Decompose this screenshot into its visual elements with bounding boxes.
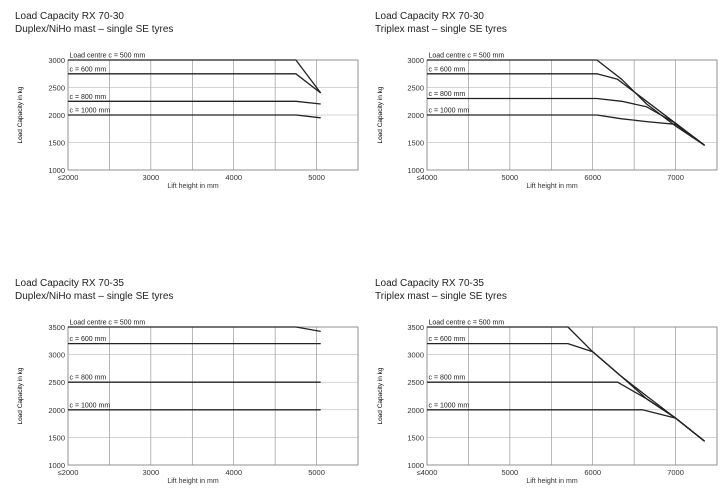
chart-title: Load Capacity RX 70-35: [375, 278, 484, 289]
y-tick-label: 3500: [48, 323, 65, 332]
x-tick-label: 4000: [225, 468, 242, 477]
series-line: [427, 97, 705, 146]
y-tick-label: 2000: [48, 406, 65, 415]
x-tick-label: ≤4000: [417, 468, 438, 477]
y-tick-label: 2000: [48, 111, 65, 120]
y-tick-label: 2500: [407, 378, 424, 387]
x-tick-label: 6000: [584, 468, 601, 477]
y-tick-label: 3000: [407, 351, 424, 360]
y-tick-label: 3000: [407, 56, 424, 65]
x-tick-label: 3000: [143, 173, 160, 182]
series-label: Load centre c = 500 mm: [70, 53, 146, 60]
series-line: [68, 114, 321, 119]
series-label: c = 800 mm: [70, 375, 107, 382]
y-tick-label: 1500: [407, 433, 424, 442]
series-label: Load centre c = 500 mm: [429, 320, 505, 327]
series-line: [68, 326, 321, 333]
chart-title: Load Capacity RX 70-30: [375, 11, 484, 22]
chart-panel-4: Load Capacity RX 70-35 Triplex mast – si…: [375, 277, 720, 485]
y-tick-label: 2500: [48, 378, 65, 387]
series-label: c = 800 mm: [429, 91, 466, 98]
x-axis-label: Lift height in mm: [167, 183, 219, 190]
y-tick-label: 3000: [48, 351, 65, 360]
y-tick-label: 2000: [407, 406, 424, 415]
x-tick-label: ≤2000: [58, 173, 79, 182]
x-tick-label: 7000: [667, 173, 684, 182]
y-tick-label: 1000: [48, 166, 65, 175]
chart-panel-2: Load Capacity RX 70-30 Triplex mast – si…: [375, 10, 720, 190]
y-tick-label: 2500: [407, 84, 424, 93]
x-tick-label: 7000: [667, 468, 684, 477]
chart-subtitle: Duplex/NiHo mast – single SE tyres: [15, 291, 174, 302]
series-line: [68, 59, 322, 94]
y-tick-label: 1000: [407, 166, 424, 175]
x-tick-label: ≤2000: [58, 468, 79, 477]
x-tick-label: ≤4000: [417, 173, 438, 182]
y-tick-label: 2500: [48, 84, 65, 93]
x-axis-label: Lift height in mm: [526, 183, 578, 190]
chart-subtitle: Duplex/NiHo mast – single SE tyres: [15, 24, 174, 35]
chart-panel-1: Load Capacity RX 70-30 Duplex/NiHo mast …: [15, 10, 370, 190]
series-line: [427, 409, 706, 442]
y-axis-label: Load Capacity in kg: [17, 367, 24, 424]
load-capacity-chart: ≤2000 3000 4000 5000 1000 1500 2000 2500 3000 Loa…: [17, 53, 359, 190]
series-label: c = 1000 mm: [429, 108, 470, 115]
x-axis-label: Lift height in mm: [526, 478, 578, 485]
load-capacity-chart: ≤4000 5000 6000 7000 1000 1500 2000 2500 3000 Loa…: [377, 53, 718, 190]
load-capacity-chart: ≤4000 5000 6000 7000 1000 1500 2000 2500 3000 350…: [377, 320, 718, 485]
series-label: c = 600 mm: [70, 66, 107, 73]
x-tick-label: 3000: [143, 468, 160, 477]
series-label: c = 1000 mm: [70, 108, 111, 115]
plot-frame: [67, 326, 359, 466]
y-tick-label: 1000: [407, 461, 424, 470]
y-tick-label: 2000: [407, 111, 424, 120]
y-tick-label: 1000: [48, 461, 65, 470]
y-tick-label: 3500: [407, 323, 424, 332]
series-label: c = 1000 mm: [429, 402, 470, 409]
series-label: c = 600 mm: [429, 66, 466, 73]
chart-title: Load Capacity RX 70-35: [15, 278, 124, 289]
y-tick-label: 1500: [48, 433, 65, 442]
series-label: Load centre c = 500 mm: [429, 53, 505, 60]
chart-subtitle: Triplex mast – single SE tyres: [375, 24, 507, 35]
x-tick-label: 5000: [308, 468, 325, 477]
x-tick-label: 5000: [308, 173, 325, 182]
y-axis-label: Load Capacity in kg: [17, 86, 24, 143]
x-tick-label: 5000: [502, 173, 519, 182]
series-line: [427, 114, 705, 146]
load-capacity-chart: ≤2000 3000 4000 5000 1000 1500 2000 2500 3000 350…: [17, 320, 359, 485]
series-label: c = 600 mm: [429, 336, 466, 343]
x-tick-label: 6000: [584, 173, 601, 182]
y-axis-label: Load Capacity in kg: [377, 367, 384, 424]
series-line: [68, 100, 321, 105]
x-tick-label: 5000: [502, 468, 519, 477]
chart-panel-3: Load Capacity RX 70-35 Duplex/NiHo mast …: [15, 277, 370, 485]
y-axis-label: Load Capacity in kg: [377, 86, 384, 143]
chart-subtitle: Triplex mast – single SE tyres: [375, 291, 507, 302]
series-label: Load centre c = 500 mm: [70, 320, 146, 327]
series-label: c = 800 mm: [70, 94, 107, 101]
y-tick-label: 1500: [407, 139, 424, 148]
plot-frame: [426, 326, 718, 466]
y-tick-label: 1500: [48, 139, 65, 148]
series-label: c = 800 mm: [429, 375, 466, 382]
x-axis-label: Lift height in mm: [167, 478, 219, 485]
series-label: c = 1000 mm: [70, 402, 111, 409]
series-line: [68, 73, 322, 94]
x-tick-label: 4000: [225, 173, 242, 182]
y-tick-label: 3000: [48, 56, 65, 65]
series-label: c = 600 mm: [70, 336, 107, 343]
chart-title: Load Capacity RX 70-30: [15, 11, 124, 22]
